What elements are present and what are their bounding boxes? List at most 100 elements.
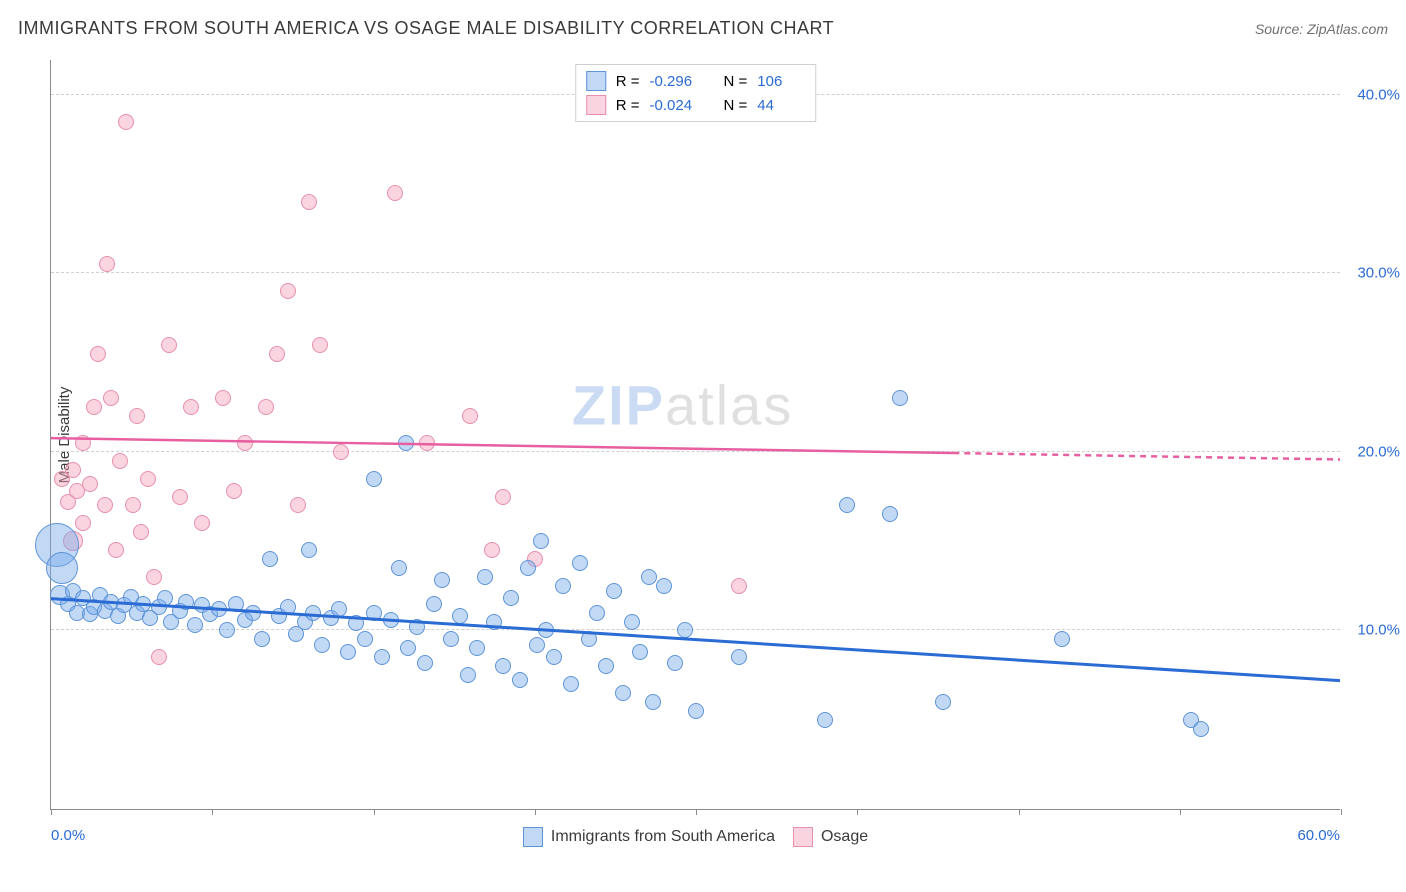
data-point	[301, 542, 317, 558]
gridline: 20.0%	[51, 451, 1340, 452]
data-point	[82, 476, 98, 492]
data-point	[667, 655, 683, 671]
data-point	[469, 640, 485, 656]
x-tick	[535, 809, 536, 815]
data-point	[462, 408, 478, 424]
x-tick	[51, 809, 52, 815]
data-point	[484, 542, 500, 558]
y-tick-label: 30.0%	[1357, 265, 1400, 282]
swatch-pink-icon	[793, 827, 813, 847]
x-tick	[1180, 809, 1181, 815]
data-point	[839, 497, 855, 513]
plot-area: Male Disability 10.0%20.0%30.0%40.0% ZIP…	[50, 60, 1340, 810]
data-point	[125, 497, 141, 513]
data-point	[97, 497, 113, 513]
x-tick	[696, 809, 697, 815]
data-point	[383, 612, 399, 628]
n-label: N =	[724, 97, 748, 114]
data-point	[677, 622, 693, 638]
data-point	[520, 560, 536, 576]
data-point	[892, 390, 908, 406]
data-point	[624, 614, 640, 630]
data-point	[75, 515, 91, 531]
data-point	[486, 614, 502, 630]
data-point	[151, 649, 167, 665]
data-point	[409, 619, 425, 635]
data-point	[1193, 721, 1209, 737]
data-point	[495, 658, 511, 674]
data-point	[817, 712, 833, 728]
y-tick-label: 40.0%	[1357, 86, 1400, 103]
data-point	[112, 453, 128, 469]
r-value-pink: -0.024	[650, 97, 698, 114]
watermark: ZIPatlas	[572, 372, 793, 437]
data-point	[495, 489, 511, 505]
data-point	[280, 283, 296, 299]
data-point	[161, 337, 177, 353]
data-point	[400, 640, 416, 656]
legend-row-pink: R = -0.024 N = 44	[586, 93, 806, 117]
data-point	[333, 444, 349, 460]
data-point	[226, 483, 242, 499]
data-point	[314, 637, 330, 653]
data-point	[245, 605, 261, 621]
data-point	[935, 694, 951, 710]
data-point	[615, 685, 631, 701]
x-tick	[212, 809, 213, 815]
data-point	[645, 694, 661, 710]
data-point	[366, 605, 382, 621]
data-point	[398, 435, 414, 451]
data-point	[183, 399, 199, 415]
data-point	[187, 617, 203, 633]
gridline: 30.0%	[51, 272, 1340, 273]
data-point	[563, 676, 579, 692]
data-point	[434, 572, 450, 588]
data-point	[443, 631, 459, 647]
source-attribution: Source: ZipAtlas.com	[1255, 21, 1388, 37]
data-point	[290, 497, 306, 513]
source-name: ZipAtlas.com	[1307, 21, 1388, 37]
data-point	[133, 524, 149, 540]
data-point	[146, 569, 162, 585]
data-point	[228, 596, 244, 612]
data-point	[374, 649, 390, 665]
data-point	[75, 435, 91, 451]
chart-header: IMMIGRANTS FROM SOUTH AMERICA VS OSAGE M…	[18, 18, 1388, 39]
x-tick	[1341, 809, 1342, 815]
data-point	[417, 655, 433, 671]
data-point	[280, 599, 296, 615]
data-point	[178, 594, 194, 610]
data-point	[538, 622, 554, 638]
data-point	[555, 578, 571, 594]
data-point	[65, 462, 81, 478]
data-point	[108, 542, 124, 558]
data-point	[305, 605, 321, 621]
data-point	[1054, 631, 1070, 647]
x-tick	[374, 809, 375, 815]
swatch-blue	[586, 71, 606, 91]
x-tick	[1019, 809, 1020, 815]
data-point	[731, 649, 747, 665]
data-point	[419, 435, 435, 451]
data-point	[269, 346, 285, 362]
data-point	[118, 114, 134, 130]
data-point	[533, 533, 549, 549]
data-point	[219, 622, 235, 638]
watermark-atlas: atlas	[665, 373, 793, 436]
data-point	[641, 569, 657, 585]
r-label: R =	[616, 97, 640, 114]
data-point	[452, 608, 468, 624]
data-point	[258, 399, 274, 415]
data-point	[90, 346, 106, 362]
data-point	[254, 631, 270, 647]
data-point	[503, 590, 519, 606]
data-point	[477, 569, 493, 585]
data-point	[387, 185, 403, 201]
data-point	[366, 471, 382, 487]
data-point	[348, 615, 364, 631]
data-point	[606, 583, 622, 599]
data-point	[340, 644, 356, 660]
data-point	[140, 471, 156, 487]
y-tick-label: 20.0%	[1357, 443, 1400, 460]
swatch-pink	[586, 95, 606, 115]
